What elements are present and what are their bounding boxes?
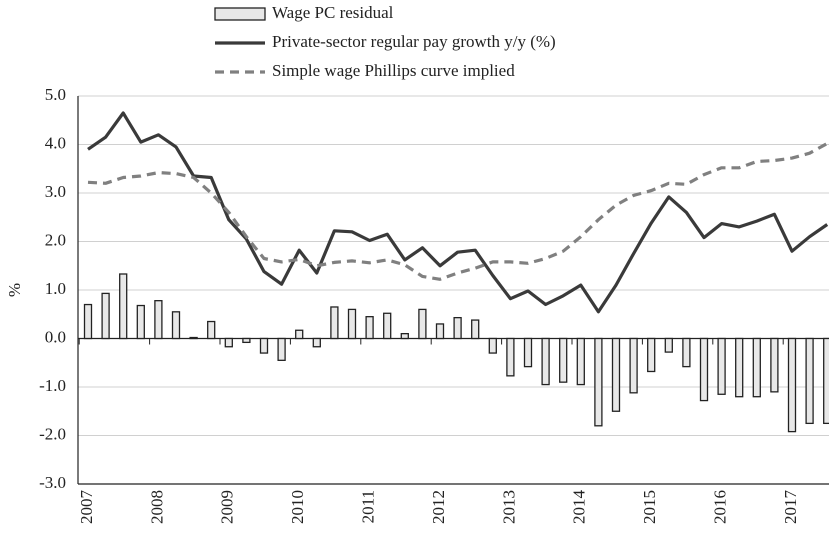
- y-tick-label: 2.0: [45, 230, 66, 249]
- x-tick-label: 2012: [429, 490, 448, 524]
- y-tick-label: 5.0: [45, 85, 66, 104]
- bar: [682, 337, 691, 368]
- line: [87, 111, 829, 314]
- bar: [119, 273, 128, 340]
- bar: [154, 300, 163, 340]
- x-tick-label: 2015: [640, 490, 659, 524]
- bar: [365, 316, 374, 340]
- bar: [224, 337, 233, 348]
- bar: [823, 337, 829, 425]
- bar: [523, 337, 533, 368]
- bar: [770, 337, 779, 393]
- y-tick-label: 4.0: [45, 133, 66, 152]
- bar: [136, 304, 145, 340]
- x-tick-label: 2016: [711, 490, 730, 524]
- y-tick-label: -2.0: [39, 424, 66, 443]
- bar: [259, 337, 269, 354]
- bar: [171, 311, 181, 340]
- y-tick-label: -1.0: [39, 376, 66, 395]
- bar: [295, 329, 304, 340]
- bar: [383, 312, 392, 340]
- bar: [435, 323, 445, 340]
- bar: [576, 337, 585, 386]
- bar: [471, 319, 480, 340]
- x-tick-label: 2007: [77, 490, 96, 525]
- bar: [189, 336, 198, 340]
- x-tick-label: 2010: [288, 490, 307, 524]
- bar: [629, 337, 638, 394]
- legend-label: Simple wage Phillips curve implied: [272, 61, 515, 80]
- bar: [418, 308, 427, 340]
- bar: [559, 337, 568, 383]
- line: [87, 142, 828, 281]
- bar: [717, 337, 726, 395]
- bar: [647, 337, 656, 373]
- bar: [805, 337, 814, 425]
- y-tick-label: 0.0: [45, 327, 66, 346]
- x-tick-label: 2017: [781, 490, 800, 525]
- x-tick-label: 2014: [570, 490, 589, 525]
- bar: [83, 303, 93, 340]
- bar: [453, 316, 462, 340]
- bar: [347, 308, 357, 340]
- bar: [752, 337, 761, 398]
- y-tick-label: 1.0: [45, 279, 66, 298]
- bar: [488, 337, 497, 354]
- bar: [735, 337, 744, 398]
- bar: [101, 292, 110, 340]
- legend-label: Wage PC residual: [272, 3, 394, 22]
- bar: [699, 337, 709, 402]
- x-tick-label: 2008: [147, 490, 166, 524]
- bar: [541, 337, 550, 386]
- y-tick-label: -3.0: [39, 473, 66, 492]
- bar: [787, 337, 797, 433]
- x-tick-label: 2011: [359, 490, 378, 523]
- bar: [242, 337, 251, 344]
- y-tick-label: 3.0: [45, 182, 66, 201]
- legend-label: Private-sector regular pay growth y/y (%…: [272, 32, 556, 51]
- bar: [277, 337, 286, 361]
- bar: [594, 337, 603, 427]
- bar: [611, 337, 621, 412]
- bar: [312, 337, 321, 348]
- legend-swatch: [214, 7, 266, 21]
- bar: [330, 306, 339, 340]
- bar: [400, 332, 409, 340]
- x-tick-label: 2013: [499, 490, 518, 524]
- bar: [207, 320, 216, 340]
- bar: [664, 337, 673, 353]
- y-axis-label: %: [5, 283, 24, 297]
- bar: [506, 337, 515, 377]
- x-tick-label: 2009: [218, 490, 237, 524]
